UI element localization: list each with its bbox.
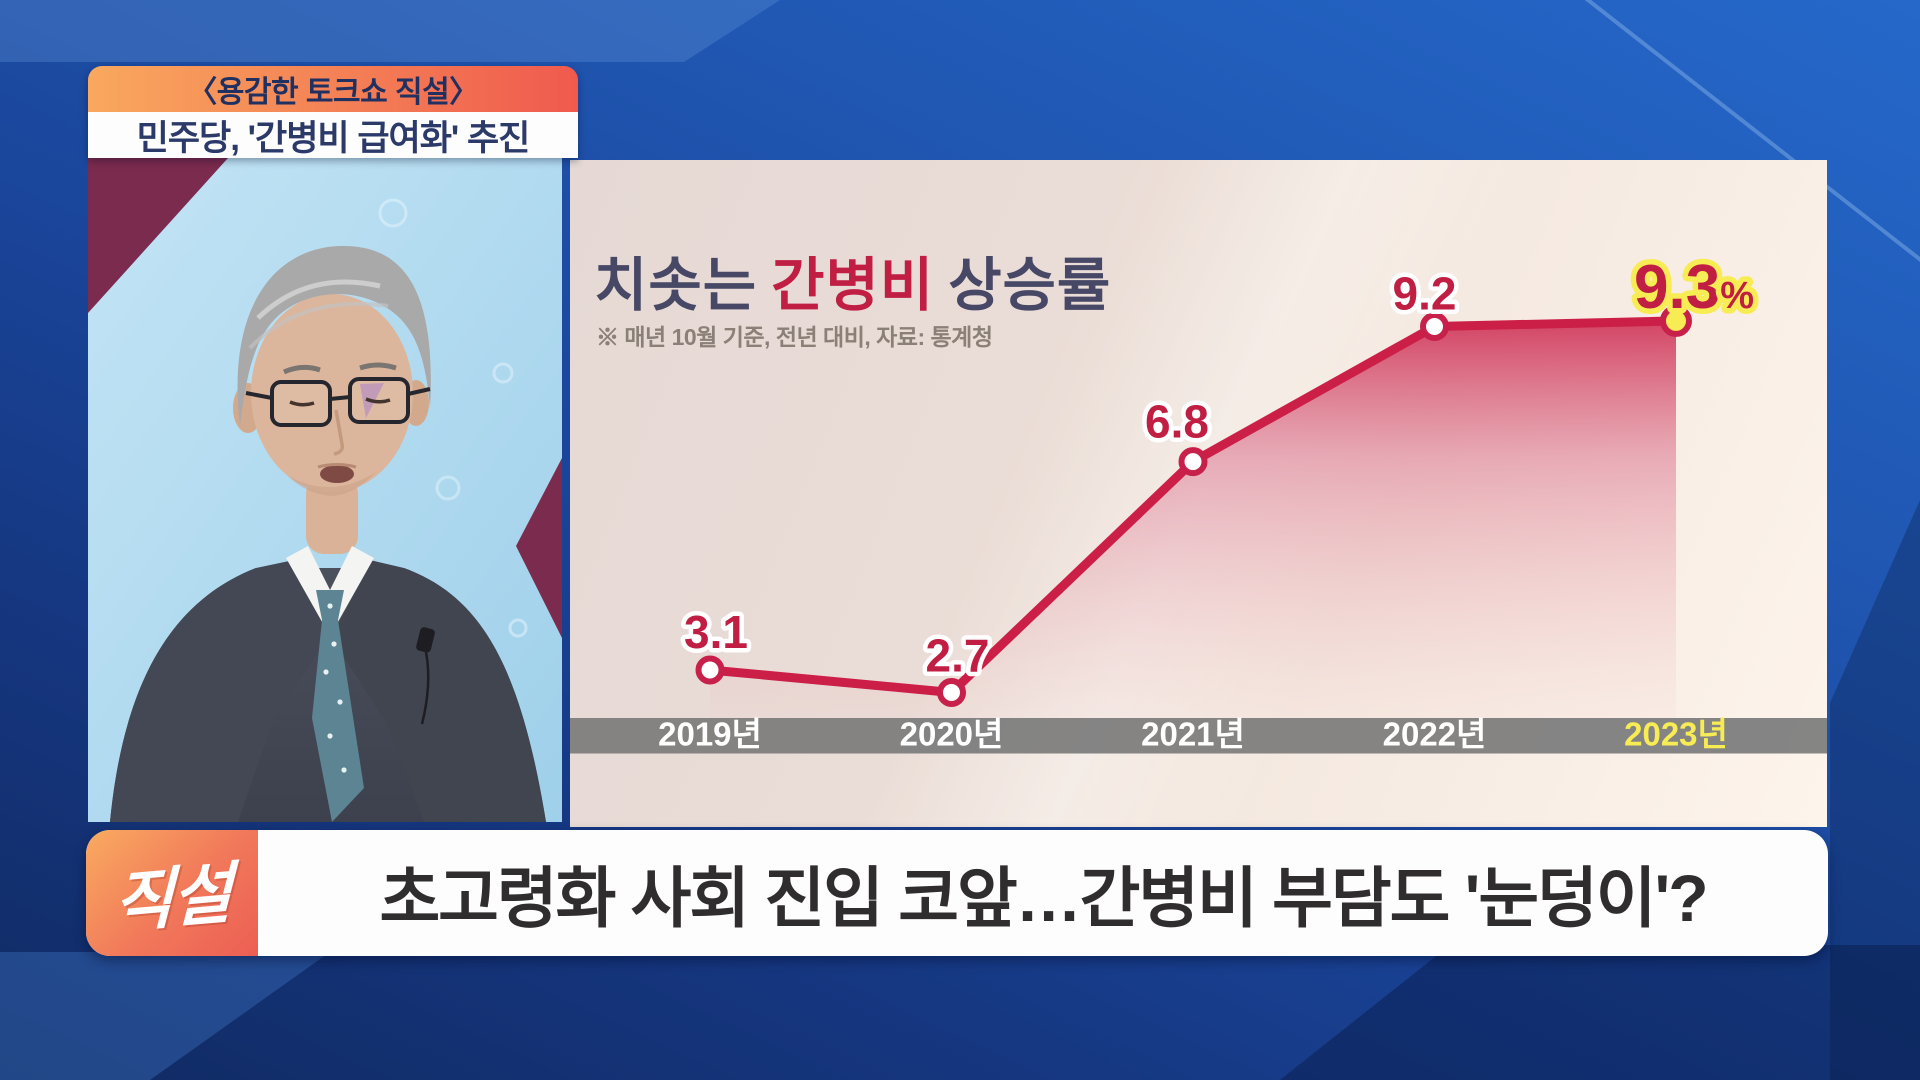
x-axis-label-2021년: 2021년 [1141,716,1245,753]
data-points [695,304,1692,707]
main-headline: 초고령화 사회 진입 코앞…간병비 부담도 '눈덩이'? [379,861,1708,935]
program-logo-box: 직설 [86,830,258,956]
value-label-2022년: 9.2 [1393,268,1457,320]
frame-shard-bottom-right [1280,945,1920,1080]
data-point-2020년 [937,677,966,707]
chart-title: 치솟는 간병비 상승률 [594,238,1111,322]
program-logo-text: 직설 [112,855,232,941]
value-labels: 3.1 2.7 6.8 9.2 9.3% [680,247,1760,686]
chart-title-part1: 치솟는 [594,253,758,318]
value-label-2023년: 9.3% [1634,253,1754,322]
value-label-2020년: 2.7 [926,629,990,681]
value-label-2021년: 6.8 [1145,396,1209,448]
chart-title-part3: 상승률 [948,253,1112,318]
bottom-banner: 직설 초고령화 사회 진입 코앞…간병비 부담도 '눈덩이'? [86,830,1828,956]
guest-photo [88,158,562,822]
trend-area-fill [710,320,1676,718]
wall-bokeh [378,198,528,638]
data-point-2022년 [1420,312,1449,342]
set-decor-wedge-left [88,158,228,313]
data-point-2021년 [1178,447,1208,477]
headline-area: 초고령화 사회 진입 코앞…간병비 부담도 '눈덩이'? [258,830,1828,956]
frame-shard-bottom-left [0,952,330,1080]
topic-subheadline: 민주당, '간병비 급여화' 추진 [88,112,578,158]
x-axis-labels: 2019년 2020년 2021년 2022년 2023년 [658,716,1728,753]
x-axis-band [570,718,1827,754]
data-point-2023년 [1660,304,1692,337]
x-axis-label-2020년: 2020년 [900,716,1004,753]
frame-shard-right [1830,500,1920,1080]
guest-figure [110,245,546,822]
x-axis-label-2019년: 2019년 [658,716,762,753]
set-decor-wedge-right [516,458,562,638]
program-tag: 〈용감한 토크쇼 직설〉 [88,66,578,112]
value-label-2019년: 3.1 [684,606,748,658]
chart-source-note: ※ 매년 10월 기준, 전년 대비, 자료: 통계청 [596,324,993,350]
chart-title-highlight: 간병비 [771,253,935,318]
frame-shard-top [0,0,780,62]
x-axis-label-2023년: 2023년 [1624,716,1728,753]
care-cost-chart: 3.1 2.7 6.8 9.2 9.3% 2019년 2020년 2021년 2022년 202… [570,247,1827,754]
x-axis-label-2022년: 2022년 [1383,716,1487,753]
guest-photo-illustration [88,158,562,822]
top-banner: 〈용감한 토크쇼 직설〉 민주당, '간병비 급여화' 추진 [88,66,578,158]
data-point-2019년 [695,655,725,685]
